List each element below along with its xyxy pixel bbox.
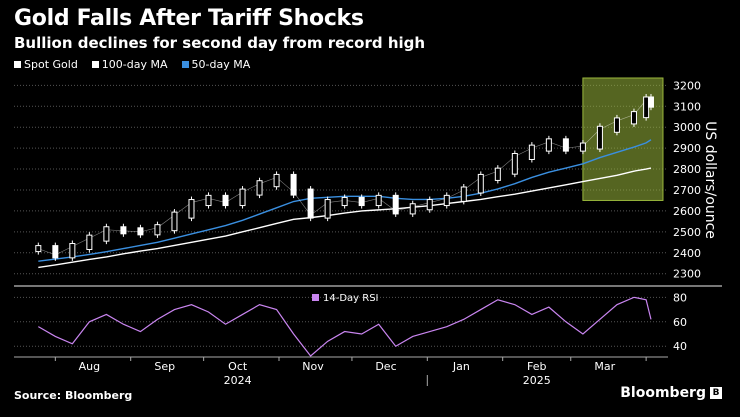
spot-gold-candle bbox=[324, 199, 331, 219]
x-year-label: 2024 bbox=[224, 374, 252, 387]
spot-gold-candle bbox=[222, 194, 229, 207]
spot-gold-candle bbox=[52, 245, 59, 259]
brand-name: Bloomberg bbox=[620, 385, 706, 401]
legend-item-50-day-ma: 50-day MA bbox=[181, 58, 251, 71]
spot-gold-candle bbox=[528, 144, 535, 160]
spot-gold-candle bbox=[647, 96, 654, 108]
spot-gold-candle bbox=[630, 111, 637, 125]
x-tick-label: Nov bbox=[302, 360, 324, 373]
50-day-ma-line bbox=[38, 139, 652, 262]
brand-mark-icon: B bbox=[710, 387, 722, 399]
chart-title: Gold Falls After Tariff Shocks bbox=[14, 6, 364, 31]
spot-gold-candle bbox=[579, 142, 586, 152]
y-tick-label: 2600 bbox=[673, 205, 701, 218]
spot-gold-candle bbox=[86, 234, 93, 251]
legend: Spot Gold 100-day MA 50-day MA bbox=[14, 58, 250, 71]
legend-swatch bbox=[181, 61, 189, 68]
legend-item-spot-gold: Spot Gold bbox=[14, 58, 78, 71]
spot-gold-candle bbox=[137, 227, 144, 236]
spot-gold-candle bbox=[120, 226, 127, 235]
spot-gold-candle bbox=[409, 203, 416, 215]
x-tick-label: Jan bbox=[452, 360, 470, 373]
y-tick-label: 3100 bbox=[673, 100, 701, 113]
chart-subtitle: Bullion declines for second day from rec… bbox=[14, 34, 426, 52]
x-tick-label: Mar bbox=[594, 360, 615, 373]
spot-gold-candle bbox=[426, 199, 433, 211]
x-tick-label: Aug bbox=[79, 360, 100, 373]
legend-label: 100-day MA bbox=[101, 58, 168, 71]
spot-gold-candle bbox=[460, 186, 467, 202]
x-tick-label: Dec bbox=[375, 360, 396, 373]
spot-gold-candle bbox=[341, 196, 348, 207]
y-tick-label: 3200 bbox=[673, 79, 701, 92]
spot-gold-candle bbox=[596, 125, 603, 150]
rsi-tick-label: 40 bbox=[673, 340, 687, 353]
spot-gold-candle bbox=[69, 243, 76, 259]
rsi-tick-label: 60 bbox=[673, 316, 687, 329]
spot-gold-candle bbox=[477, 173, 484, 194]
rsi-legend-label: 14-Day RSI bbox=[323, 293, 379, 304]
rsi-legend-swatch bbox=[312, 294, 319, 301]
y-tick-label: 2900 bbox=[673, 142, 701, 155]
spot-gold-candle bbox=[188, 199, 195, 219]
spot-gold-candle bbox=[494, 167, 501, 181]
legend-label: Spot Gold bbox=[24, 58, 78, 71]
y-axis-label: US dollars/ounce bbox=[702, 121, 718, 239]
spot-gold-candle bbox=[613, 117, 620, 133]
y-tick-label: 2700 bbox=[673, 184, 701, 197]
spot-gold-candle bbox=[511, 152, 518, 175]
spot-gold-candle bbox=[375, 194, 382, 207]
legend-swatch bbox=[14, 61, 21, 68]
rsi-legend: 14-Day RSI bbox=[312, 293, 379, 304]
legend-item-100-day-ma: 100-day MA bbox=[91, 58, 168, 71]
y-tick-label: 2800 bbox=[673, 163, 701, 176]
spot-gold-candle bbox=[545, 138, 552, 152]
y-tick-label: 2400 bbox=[673, 247, 701, 260]
spot-gold-candle bbox=[35, 245, 42, 253]
source-label: Source: Bloomberg bbox=[14, 389, 133, 402]
100-day-ma-line bbox=[38, 167, 652, 269]
spot-gold-candle bbox=[643, 96, 650, 119]
spot-gold-candle bbox=[205, 194, 212, 207]
spot-gold-candle bbox=[358, 196, 365, 207]
rsi-tick-label: 80 bbox=[673, 291, 687, 304]
spot-gold-candle bbox=[273, 173, 280, 188]
y-tick-label: 3000 bbox=[673, 121, 701, 134]
y-tick-label: 2500 bbox=[673, 226, 701, 239]
spot-gold-candle bbox=[290, 173, 297, 196]
brand-logo: Bloomberg B bbox=[620, 385, 722, 401]
y-tick-label: 2300 bbox=[673, 268, 701, 281]
legend-label: 50-day MA bbox=[191, 58, 251, 71]
spot-gold-candle bbox=[239, 188, 246, 207]
x-tick-label: Feb bbox=[527, 360, 546, 373]
spot-gold-candle bbox=[171, 211, 178, 232]
spot-gold-candle bbox=[103, 226, 110, 242]
x-tick-label: Oct bbox=[228, 360, 248, 373]
x-year-label: 2025 bbox=[523, 374, 551, 387]
spot-gold-candle bbox=[392, 194, 399, 215]
spot-gold-candle bbox=[562, 138, 569, 152]
x-tick-label: Sep bbox=[154, 360, 175, 373]
spot-gold-candle bbox=[154, 224, 161, 236]
spot-gold-candle bbox=[443, 194, 450, 207]
spot-gold-candle bbox=[307, 188, 314, 219]
rsi-line bbox=[38, 296, 652, 357]
spot-gold-candle bbox=[256, 180, 263, 196]
legend-swatch bbox=[91, 61, 99, 68]
